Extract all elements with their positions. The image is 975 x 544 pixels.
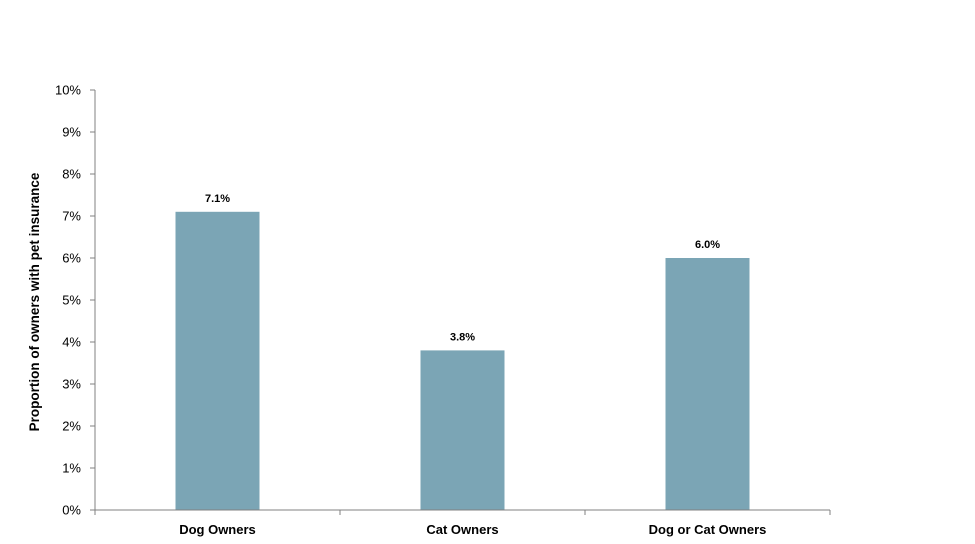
y-tick-label: 7% [62, 209, 81, 224]
bar [665, 258, 750, 510]
x-category-label: Dog Owners [179, 522, 256, 537]
data-label: 7.1% [205, 193, 230, 205]
y-tick-label: 6% [62, 251, 81, 266]
data-label: 3.8% [450, 331, 475, 343]
y-tick-label: 0% [62, 503, 81, 518]
y-tick-label: 4% [62, 335, 81, 350]
y-tick-label: 5% [62, 293, 81, 308]
y-tick-label: 1% [62, 461, 81, 476]
y-tick-label: 3% [62, 377, 81, 392]
y-tick-label: 9% [62, 125, 81, 140]
x-axis-ticks: Dog Owners Cat Owners Dog or Cat Owners [94, 510, 831, 537]
y-tick-label: 10% [55, 83, 81, 98]
y-tick-label: 2% [62, 419, 81, 434]
x-category-label: Cat Owners [426, 522, 498, 537]
bar [420, 350, 505, 510]
bar [175, 211, 260, 511]
y-axis-title: Proportion of owners with pet insurance [27, 172, 42, 431]
y-tick-label: 8% [62, 167, 81, 182]
data-label: 6.0% [695, 239, 720, 251]
bars: 7.1% 3.8% 6.0% [175, 193, 750, 511]
x-category-label: Dog or Cat Owners [649, 522, 767, 537]
y-axis-ticks: 0% 1% 2% 3% 4% 5% 6% 7% 8% 9% 10% [55, 83, 95, 518]
